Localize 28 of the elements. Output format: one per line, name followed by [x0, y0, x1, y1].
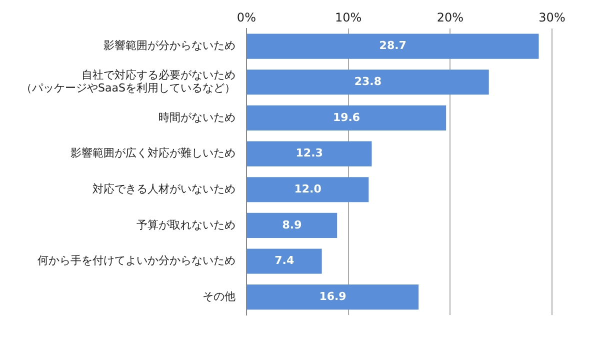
y-tick-label: 時間がないため — [158, 110, 236, 124]
data-label: 12.3 — [296, 146, 323, 160]
y-tick-label: 自社で対応する必要がないため（パッケージやSaaSを利用しているなど） — [20, 68, 236, 95]
bar — [246, 105, 446, 130]
x-tick-label: 0% — [236, 10, 256, 24]
bar — [246, 248, 322, 274]
data-label: 23.8 — [354, 74, 382, 88]
bar — [246, 34, 539, 59]
y-tick-label: 影響範囲が分からないため — [103, 39, 236, 52]
bar — [246, 177, 369, 202]
data-label: 28.7 — [379, 39, 406, 52]
x-tick-label: 30% — [538, 10, 566, 24]
data-label: 7.4 — [274, 254, 294, 268]
y-tick-label: 予算が取れないため — [136, 218, 236, 232]
y-tick-label: 影響範囲が広く対応が難しいため — [70, 146, 236, 160]
bar — [246, 141, 372, 166]
data-label: 8.9 — [282, 218, 302, 232]
data-label: 12.0 — [294, 182, 322, 196]
data-label: 16.9 — [319, 290, 346, 303]
data-label: 19.6 — [332, 110, 360, 124]
bar — [246, 284, 419, 310]
x-tick-label: 10% — [334, 10, 362, 24]
y-tick-label: 対応できる人材がいないため — [92, 182, 236, 196]
y-tick-label: その他 — [202, 290, 236, 303]
y-tick-label: 何から手を付けてよいか分からないため — [37, 254, 236, 268]
bar — [246, 70, 489, 95]
x-tick-label: 20% — [436, 10, 464, 24]
bar — [246, 212, 338, 238]
